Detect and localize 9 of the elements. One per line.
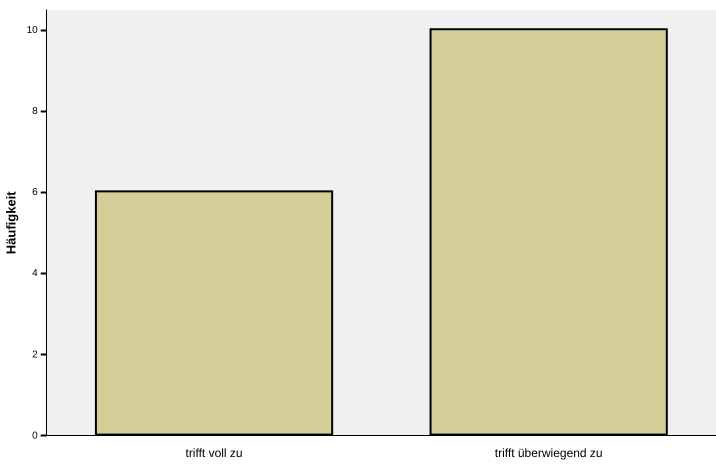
- y-tick-label: 10: [26, 25, 38, 36]
- x-tick-label: trifft voll zu: [185, 446, 243, 460]
- y-tick-label: 8: [32, 106, 38, 118]
- x-tick-label: trifft überwiegend zu: [494, 446, 603, 460]
- y-tick-label: 6: [32, 187, 38, 198]
- y-tick-label: 0: [32, 430, 38, 442]
- y-tick-label: 2: [32, 349, 38, 360]
- y-axis-title: Häufigkeit: [3, 190, 18, 254]
- y-tick-label: 4: [32, 268, 38, 280]
